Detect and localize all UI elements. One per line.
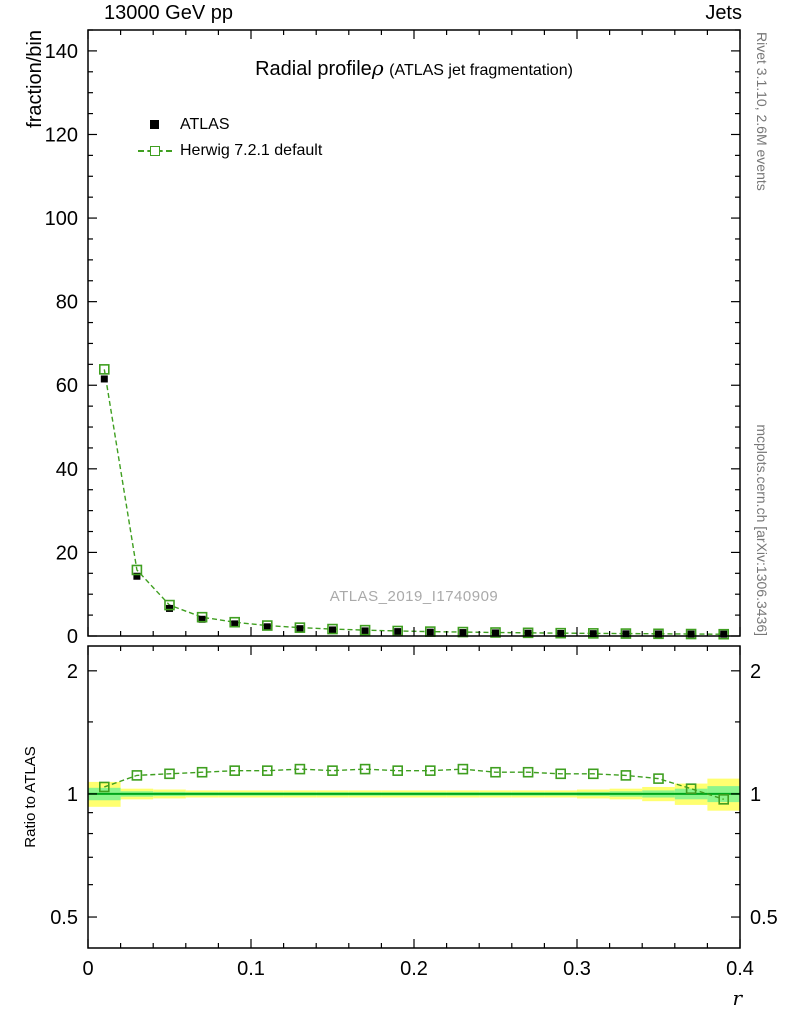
svg-text:1: 1: [750, 784, 761, 806]
analysis-group: Jets: [705, 2, 742, 24]
y-axis-label-top-panel: fraction/bin: [24, 30, 46, 128]
svg-text:0: 0: [82, 958, 93, 980]
legend-item-atlas: ATLAS: [138, 112, 322, 138]
svg-text:100: 100: [45, 208, 78, 230]
y-axis-label-ratio-panel: Ratio to ATLAS: [22, 746, 39, 848]
svg-text:0.2: 0.2: [400, 958, 428, 980]
svg-text:0.3: 0.3: [563, 958, 591, 980]
svg-text:20: 20: [56, 542, 78, 564]
svg-text:1: 1: [67, 784, 78, 806]
svg-text:0.5: 0.5: [750, 907, 778, 929]
filled-square-marker-icon: [138, 118, 172, 132]
svg-text:2: 2: [67, 661, 78, 683]
svg-text:0.4: 0.4: [726, 958, 754, 980]
svg-text:0: 0: [67, 626, 78, 648]
legend-label-atlas: ATLAS: [180, 116, 230, 133]
svg-text:0.1: 0.1: [237, 958, 265, 980]
title-subtitle: (ATLAS jet fragmentation): [389, 62, 573, 79]
svg-text:60: 60: [56, 375, 78, 397]
mcplots-reference-note: mcplots.cern.ch [arXiv:1306.3436]: [754, 424, 770, 636]
title-rho-symbol: ρ: [371, 56, 384, 80]
svg-text:140: 140: [45, 41, 78, 63]
x-axis-label: r: [732, 986, 742, 1010]
legend-label-herwig: Herwig 7.2.1 default: [180, 142, 323, 159]
open-square-dashed-line-marker-icon: [138, 144, 172, 158]
svg-text:2: 2: [750, 661, 761, 683]
svg-text:80: 80: [56, 292, 78, 314]
legend-item-herwig: Herwig 7.2.1 default: [138, 138, 322, 164]
svg-text:120: 120: [45, 124, 78, 146]
legend: ATLAS Herwig 7.2.1 default: [138, 112, 322, 164]
svg-text:0.5: 0.5: [50, 907, 78, 929]
svg-text:40: 40: [56, 459, 78, 481]
beam-info: 13000 GeV pp: [104, 2, 233, 24]
rivet-version-note: Rivet 3.1.10, 2.6M events: [754, 32, 770, 191]
title-main: Radial profile: [255, 58, 372, 80]
analysis-id-watermark: ATLAS_2019_I1740909: [329, 588, 499, 605]
plot-title: Radial profileρ (ATLAS jet fragmentation…: [88, 56, 740, 81]
